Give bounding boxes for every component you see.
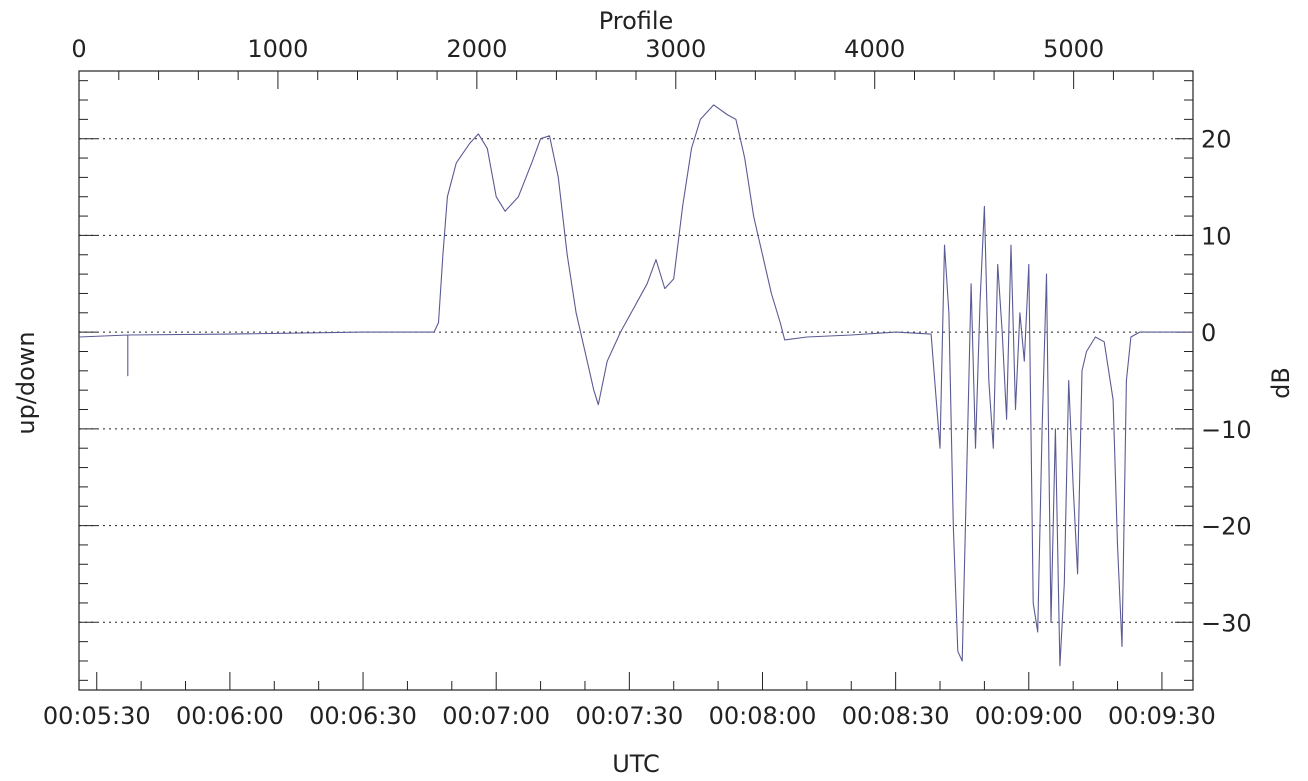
x-tick-label: 00:09:00 bbox=[975, 702, 1083, 730]
top-tick-label: 3000 bbox=[645, 35, 706, 63]
x-tick-label: 00:08:00 bbox=[709, 702, 817, 730]
x-tick-label: 00:07:30 bbox=[575, 702, 683, 730]
top-tick-label: 4000 bbox=[844, 35, 905, 63]
y-tick-label: 0 bbox=[1201, 319, 1216, 347]
y-tick-label: −30 bbox=[1201, 609, 1252, 637]
top-tick-label: 5000 bbox=[1043, 35, 1104, 63]
y-tick-label: 10 bbox=[1201, 222, 1232, 250]
top-axis-label: Profile bbox=[599, 7, 674, 35]
x-axis-label: UTC bbox=[612, 750, 660, 778]
top-tick-label: 1000 bbox=[247, 35, 308, 63]
axis-ticks bbox=[78, 71, 1194, 690]
y-axis-label: up/down bbox=[12, 331, 40, 434]
y-tick-label: −20 bbox=[1201, 513, 1252, 541]
top-tick-label: 0 bbox=[71, 35, 86, 63]
y-tick-label: 20 bbox=[1201, 126, 1232, 154]
y2-axis-label: dB bbox=[1267, 367, 1295, 399]
x-tick-label: 00:08:30 bbox=[842, 702, 950, 730]
series-line bbox=[78, 104, 1193, 667]
y-tick-label: −10 bbox=[1201, 416, 1252, 444]
gridlines bbox=[79, 138, 1193, 623]
x-tick-label: 00:09:30 bbox=[1108, 702, 1216, 730]
x-tick-label: 00:06:30 bbox=[309, 702, 417, 730]
x-tick-label: 00:06:00 bbox=[176, 702, 284, 730]
plot-frame bbox=[78, 70, 1194, 691]
x-tick-label: 00:05:30 bbox=[43, 702, 151, 730]
x-tick-label: 00:07:00 bbox=[442, 702, 550, 730]
top-tick-label: 2000 bbox=[446, 35, 507, 63]
